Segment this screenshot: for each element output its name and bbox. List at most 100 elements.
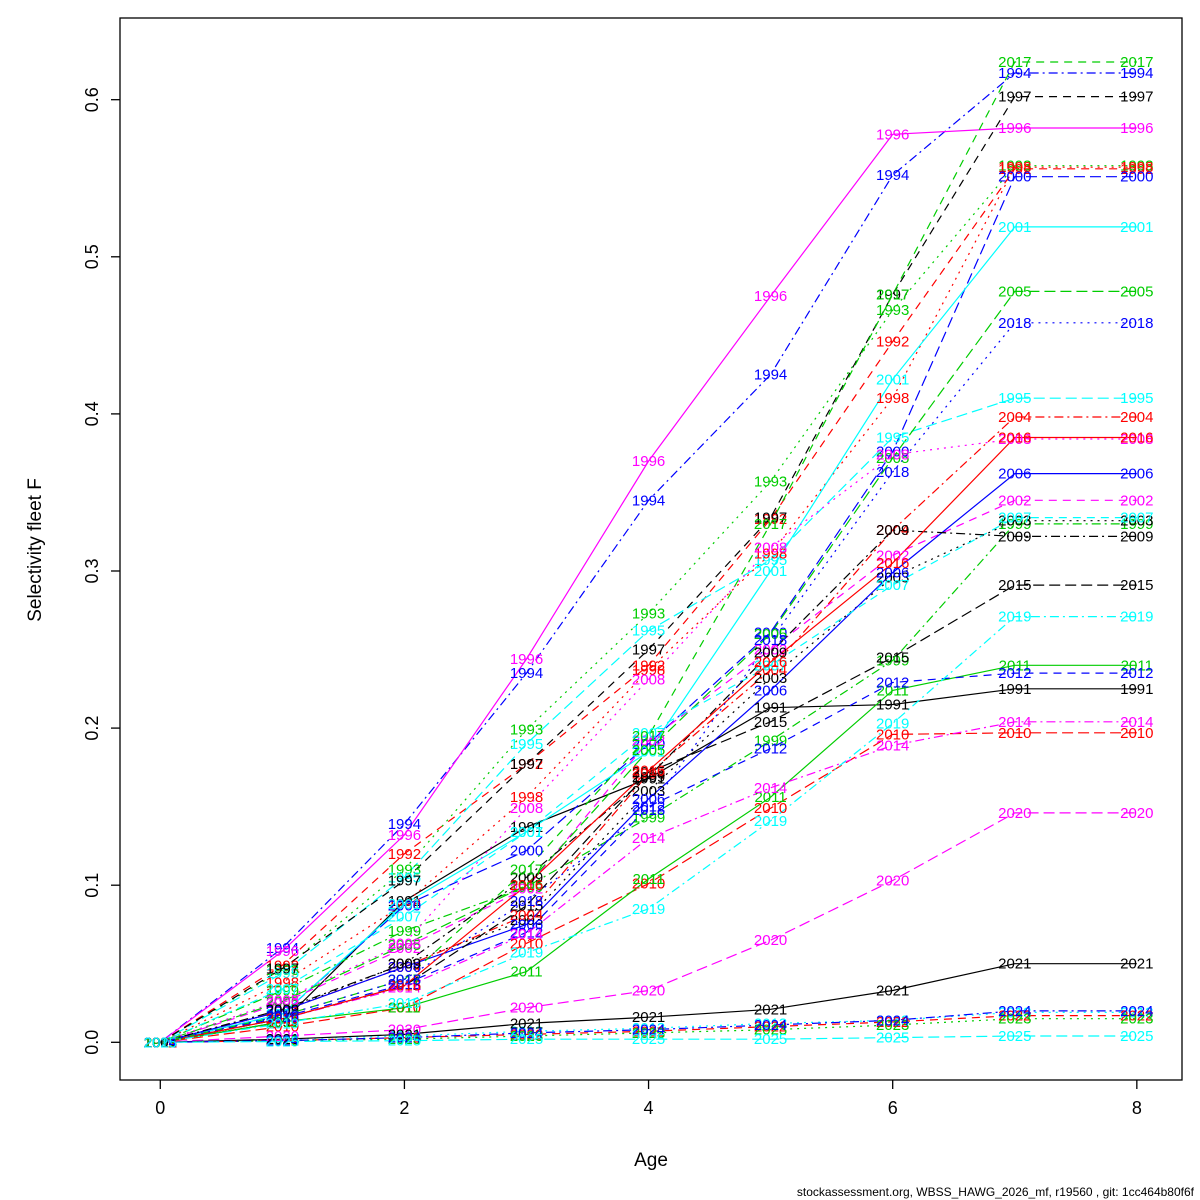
- year-label-2025: 2025: [754, 1031, 787, 1048]
- year-label-1991: 1991: [754, 700, 787, 717]
- year-label-2010: 2010: [388, 1000, 421, 1017]
- year-label-2009: 2009: [1120, 528, 1153, 545]
- year-label-2009: 2009: [510, 869, 543, 886]
- year-label-2005: 2005: [754, 626, 787, 643]
- year-label-2019: 2019: [876, 715, 909, 732]
- year-label-1993: 1993: [632, 605, 665, 622]
- year-label-2018: 2018: [632, 802, 665, 819]
- year-label-1992: 1992: [144, 1034, 177, 1051]
- year-label-1995: 1995: [632, 623, 665, 640]
- year-label-2001: 2001: [1120, 219, 1153, 236]
- year-label-2015: 2015: [876, 649, 909, 666]
- year-label-2007: 2007: [266, 981, 299, 998]
- y-axis-title: Selectivity fleet F: [25, 478, 46, 622]
- year-label-2011: 2011: [144, 1034, 176, 1051]
- year-label-2002: 2002: [754, 642, 787, 659]
- year-label-2014: 2014: [388, 979, 421, 996]
- year-label-2025: 2025: [632, 1031, 665, 1048]
- year-label-2025: 2025: [998, 1028, 1031, 1045]
- year-label-1997: 1997: [388, 873, 421, 890]
- year-label-1998: 1998: [510, 789, 543, 806]
- year-label-2017: 2017: [388, 972, 421, 989]
- year-label-2009: 2009: [266, 1001, 299, 1018]
- year-label-1998: 1998: [754, 546, 787, 563]
- series-line-2001: [160, 226, 1137, 1043]
- year-label-1997: 1997: [754, 510, 787, 527]
- year-label-2016: 2016: [266, 1011, 299, 1028]
- x-tick-label: 6: [888, 1098, 898, 1118]
- year-label-1999: 1999: [754, 733, 787, 750]
- year-label-2016: 2016: [998, 430, 1031, 447]
- year-label-2018: 2018: [754, 632, 787, 649]
- year-label-1997: 1997: [998, 89, 1031, 106]
- year-label-2008: 2008: [144, 1034, 177, 1051]
- year-label-1992: 1992: [266, 957, 299, 974]
- year-label-1991: 1991: [388, 893, 421, 910]
- year-label-2008: 2008: [266, 992, 299, 1009]
- year-label-2007: 2007: [754, 657, 787, 674]
- year-label-2021: 2021: [998, 956, 1031, 973]
- year-label-2000: 2000: [998, 169, 1031, 186]
- year-label-2001: 2001: [388, 896, 421, 913]
- year-label-2018: 2018: [388, 972, 421, 989]
- year-label-1991: 1991: [144, 1034, 177, 1051]
- year-label-2013: 2013: [510, 1023, 543, 1040]
- year-label-2020: 2020: [510, 1000, 543, 1017]
- x-tick-label: 4: [644, 1098, 654, 1118]
- year-label-2020: 2020: [388, 1022, 421, 1039]
- year-label-2024: 2024: [754, 1017, 787, 1034]
- year-label-2005: 2005: [388, 937, 421, 954]
- year-label-2017: 2017: [144, 1034, 177, 1051]
- year-label-2007: 2007: [998, 510, 1031, 527]
- year-label-1998: 1998: [144, 1034, 177, 1051]
- year-label-2003: 2003: [998, 513, 1031, 530]
- year-label-2003: 2003: [388, 956, 421, 973]
- year-label-2009: 2009: [144, 1034, 177, 1051]
- year-label-2020: 2020: [754, 932, 787, 949]
- year-label-2015: 2015: [632, 764, 665, 781]
- year-label-2012: 2012: [876, 675, 909, 692]
- year-label-1994: 1994: [266, 940, 299, 957]
- year-label-2013: 2013: [266, 1031, 299, 1048]
- year-label-2021: 2021: [1120, 956, 1153, 973]
- year-label-2000: 2000: [632, 736, 665, 753]
- year-label-2000: 2000: [266, 1006, 299, 1023]
- year-label-1991: 1991: [876, 697, 909, 714]
- year-label-2012: 2012: [388, 976, 421, 993]
- year-label-2010: 2010: [144, 1034, 177, 1051]
- year-label-2001: 2001: [266, 1006, 299, 1023]
- year-label-2013: 2013: [1120, 1004, 1153, 1021]
- year-label-2019: 2019: [266, 1015, 299, 1032]
- year-label-2001: 2001: [754, 563, 787, 580]
- year-label-2023: 2023: [1120, 1011, 1153, 1028]
- year-label-2015: 2015: [144, 1034, 177, 1051]
- year-label-1996: 1996: [754, 288, 787, 305]
- year-label-1996: 1996: [998, 120, 1031, 137]
- year-label-2024: 2024: [510, 1025, 543, 1042]
- year-label-2004: 2004: [632, 766, 665, 783]
- year-label-2011: 2011: [266, 1014, 298, 1031]
- year-label-2024: 2024: [632, 1022, 665, 1039]
- year-label-2018: 2018: [876, 464, 909, 481]
- year-label-2012: 2012: [632, 799, 665, 816]
- year-label-2022: 2022: [510, 1026, 543, 1043]
- year-label-2017: 2017: [266, 1008, 299, 1025]
- year-label-2016: 2016: [144, 1034, 177, 1051]
- year-label-1995: 1995: [876, 430, 909, 447]
- year-label-2014: 2014: [998, 714, 1031, 731]
- plot-frame: [119, 17, 1183, 1081]
- year-label-2013: 2013: [388, 1028, 421, 1045]
- year-label-2022: 2022: [266, 1033, 299, 1050]
- year-label-1993: 1993: [998, 158, 1031, 175]
- year-label-2024: 2024: [998, 1003, 1031, 1020]
- year-label-2006: 2006: [510, 917, 543, 934]
- year-label-2017: 2017: [1120, 54, 1153, 71]
- year-label-2013: 2013: [998, 1004, 1031, 1021]
- y-tick-label: 0.0: [82, 1030, 102, 1055]
- year-label-2008: 2008: [388, 935, 421, 952]
- year-label-2018: 2018: [144, 1034, 177, 1051]
- year-label-2012: 2012: [998, 665, 1031, 682]
- year-label-1998: 1998: [266, 975, 299, 992]
- year-label-1993: 1993: [1120, 158, 1153, 175]
